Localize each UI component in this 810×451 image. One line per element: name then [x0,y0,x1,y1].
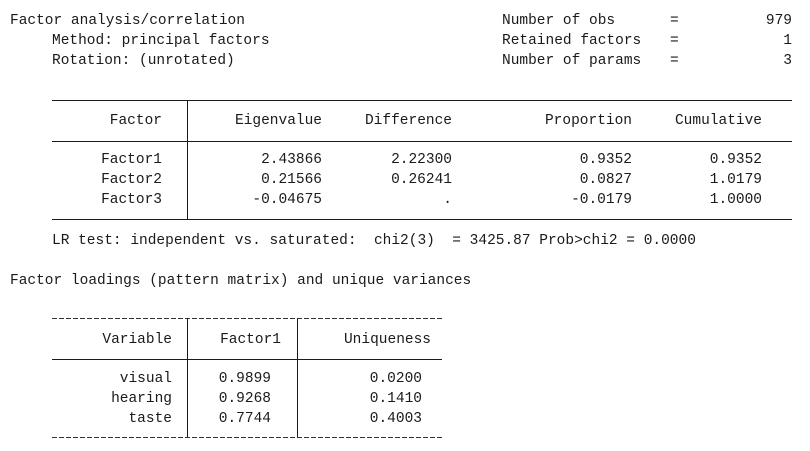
col-header-variable: Variable [102,332,172,348]
stat-label-retained: Retained factors [502,33,642,49]
col-header-difference: Difference [364,113,452,129]
table-cell: 0.9352 [709,152,762,168]
table-cell: 0.0827 [579,172,632,188]
table-cell: . [443,192,452,208]
stat-value-obs: 979 [765,13,792,29]
col-header-eigenvalue: Eigenvalue [234,113,322,129]
table-cell: 0.7744 [218,411,271,427]
output-title: Factor analysis/correlation [10,13,245,29]
table-cell: 1.0179 [709,172,762,188]
table-cell: 2.22300 [391,152,452,168]
loadings-separator-1 [187,318,188,438]
stat-eq-obs: = [670,13,679,29]
table-cell: 2.43866 [261,152,322,168]
col-header-factor1: Factor1 [220,332,281,348]
table-cell: -0.0179 [571,192,632,208]
loadings-top-rule [52,318,442,319]
table-cell: 0.21566 [261,172,322,188]
table-cell: visual [119,371,172,387]
stat-eq-params: = [670,53,679,69]
table-cell: 0.9268 [218,391,271,407]
table-separator [187,100,188,220]
rotation-label: Rotation: (unrotated) [52,53,235,69]
table-cell: Factor3 [101,192,162,208]
stat-eq-retained: = [670,33,679,49]
loadings-title: Factor loadings (pattern matrix) and uni… [10,273,472,289]
table-cell: 0.1410 [369,391,422,407]
lr-test-line: LR test: independent vs. saturated: chi2… [52,233,696,249]
table-cell: 0.9352 [579,152,632,168]
table-top-rule [52,100,792,101]
loadings-header-rule [52,359,442,360]
loadings-separator-2 [297,318,298,438]
table-cell: taste [128,411,172,427]
method-label: Method: principal factors [52,33,270,49]
table-cell: Factor1 [101,152,162,168]
table-cell: 0.26241 [391,172,452,188]
col-header-proportion: Proportion [544,113,632,129]
table-cell: 0.4003 [369,411,422,427]
loadings-bottom-rule [52,437,442,438]
col-header-cumulative: Cumulative [674,113,762,129]
table-bottom-rule [52,219,792,220]
table-cell: -0.04675 [252,192,322,208]
table-header-rule [52,141,792,142]
stat-label-params: Number of params [502,53,642,69]
col-header-factor: Factor [109,113,162,129]
table-cell: 1.0000 [709,192,762,208]
table-cell: 0.9899 [218,371,271,387]
table-cell: hearing [111,391,172,407]
stat-value-params: 3 [783,53,792,69]
col-header-uniqueness: Uniqueness [343,332,431,348]
stat-label-obs: Number of obs [502,13,616,29]
table-cell: Factor2 [101,172,162,188]
table-cell: 0.0200 [369,371,422,387]
stat-value-retained: 1 [783,33,792,49]
